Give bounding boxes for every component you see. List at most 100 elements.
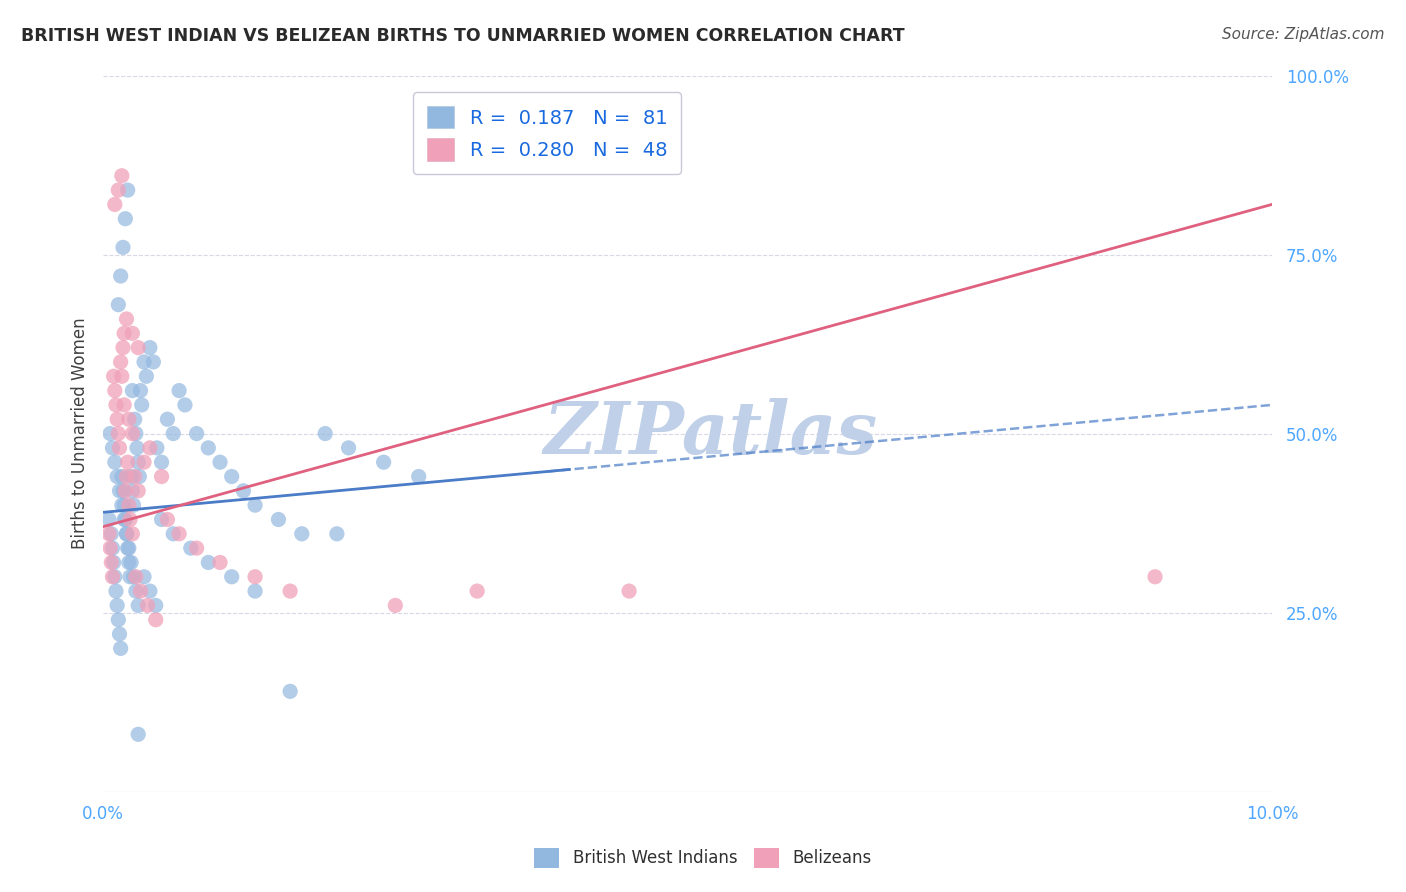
- Legend: British West Indians, Belizeans: British West Indians, Belizeans: [527, 841, 879, 875]
- Point: [156, 412, 179, 426]
- Point: [118, 570, 141, 584]
- Point: [127, 599, 149, 613]
- Point: [111, 483, 134, 498]
- Point: [127, 341, 149, 355]
- Point: [107, 426, 129, 441]
- Point: [124, 412, 146, 426]
- Point: [120, 556, 142, 570]
- Point: [291, 526, 314, 541]
- Point: [98, 526, 121, 541]
- Point: [326, 526, 349, 541]
- Point: [139, 441, 162, 455]
- Point: [111, 469, 134, 483]
- Point: [112, 398, 135, 412]
- Point: [104, 197, 127, 211]
- Point: [156, 512, 179, 526]
- Point: [107, 613, 129, 627]
- Point: [101, 441, 124, 455]
- Point: [115, 312, 138, 326]
- Point: [112, 326, 135, 341]
- Point: [127, 483, 149, 498]
- Text: ZIPatlas: ZIPatlas: [544, 398, 877, 469]
- Point: [314, 426, 336, 441]
- Point: [221, 469, 243, 483]
- Point: [180, 541, 202, 555]
- Point: [107, 183, 129, 197]
- Point: [150, 469, 173, 483]
- Point: [136, 599, 159, 613]
- Point: [115, 526, 138, 541]
- Point: [103, 556, 125, 570]
- Point: [197, 441, 219, 455]
- Point: [100, 526, 122, 541]
- Point: [112, 512, 135, 526]
- Point: [121, 483, 143, 498]
- Point: [117, 455, 139, 469]
- Point: [104, 455, 127, 469]
- Point: [114, 483, 136, 498]
- Point: [115, 469, 138, 483]
- Point: [139, 584, 162, 599]
- Point: [150, 512, 173, 526]
- Point: [208, 556, 231, 570]
- Text: BRITISH WEST INDIAN VS BELIZEAN BIRTHS TO UNMARRIED WOMEN CORRELATION CHART: BRITISH WEST INDIAN VS BELIZEAN BIRTHS T…: [21, 27, 904, 45]
- Point: [232, 483, 254, 498]
- Point: [108, 441, 131, 455]
- Point: [127, 455, 149, 469]
- Point: [131, 398, 153, 412]
- Point: [167, 526, 190, 541]
- Point: [104, 570, 127, 584]
- Point: [117, 183, 139, 197]
- Point: [278, 684, 301, 698]
- Point: [337, 441, 360, 455]
- Point: [139, 341, 162, 355]
- Point: [105, 599, 128, 613]
- Point: [162, 526, 184, 541]
- Y-axis label: Births to Unmarried Women: Births to Unmarried Women: [72, 318, 89, 549]
- Point: [125, 584, 148, 599]
- Point: [121, 326, 143, 341]
- Point: [408, 469, 430, 483]
- Point: [162, 426, 184, 441]
- Point: [129, 384, 152, 398]
- Text: Source: ZipAtlas.com: Source: ZipAtlas.com: [1222, 27, 1385, 42]
- Point: [122, 498, 145, 512]
- Point: [129, 584, 152, 599]
- Point: [132, 570, 155, 584]
- Point: [104, 584, 127, 599]
- Point: [208, 455, 231, 469]
- Point: [110, 268, 132, 283]
- Point: [128, 469, 150, 483]
- Point: [142, 355, 165, 369]
- Point: [150, 455, 173, 469]
- Point: [101, 541, 124, 555]
- Point: [167, 384, 190, 398]
- Point: [111, 240, 134, 254]
- Point: [104, 398, 127, 412]
- Point: [186, 426, 208, 441]
- Point: [118, 541, 141, 555]
- Point: [278, 584, 301, 599]
- Point: [98, 426, 121, 441]
- Point: [108, 627, 131, 641]
- Point: [384, 599, 406, 613]
- Point: [121, 526, 143, 541]
- Point: [1144, 570, 1167, 584]
- Point: [617, 584, 640, 599]
- Point: [110, 641, 132, 656]
- Point: [111, 341, 134, 355]
- Point: [125, 426, 148, 441]
- Point: [120, 469, 142, 483]
- Point: [118, 556, 141, 570]
- Point: [118, 512, 141, 526]
- Point: [118, 498, 141, 512]
- Point: [243, 498, 266, 512]
- Point: [121, 426, 143, 441]
- Point: [117, 541, 139, 555]
- Point: [115, 526, 138, 541]
- Point: [146, 441, 169, 455]
- Point: [127, 727, 149, 741]
- Point: [125, 441, 148, 455]
- Point: [114, 512, 136, 526]
- Point: [197, 556, 219, 570]
